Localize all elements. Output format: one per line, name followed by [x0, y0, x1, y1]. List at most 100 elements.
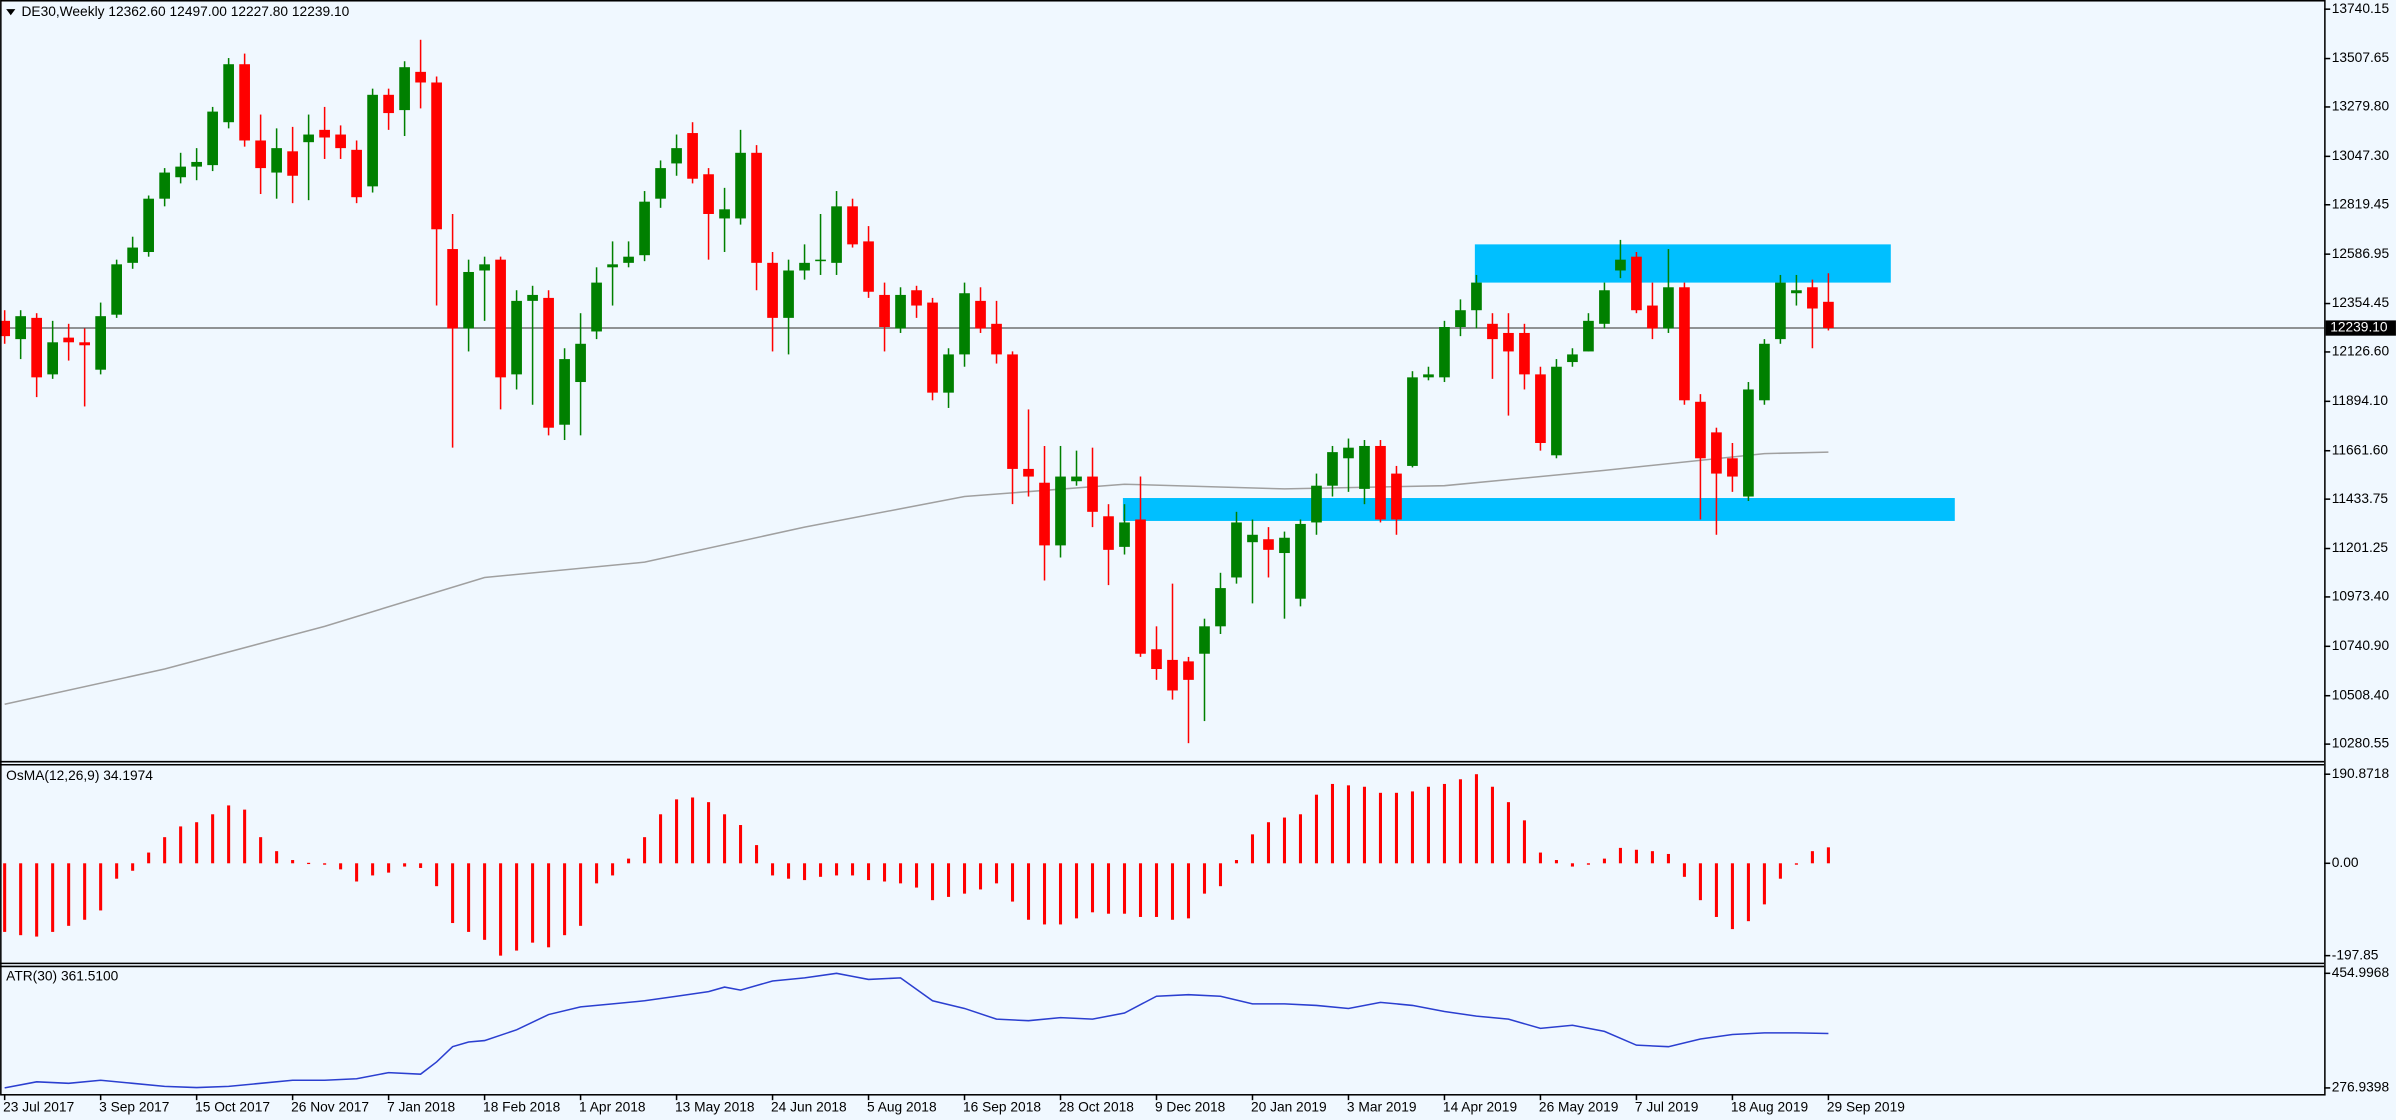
candle-body — [1439, 327, 1450, 378]
candle-body — [95, 316, 106, 370]
price-zone — [1474, 244, 1891, 283]
histogram-bar — [1138, 863, 1143, 917]
x-tick-label: 3 Mar 2019 — [1347, 1099, 1417, 1114]
price-label-box — [2325, 320, 2396, 336]
histogram-bar — [1330, 783, 1335, 864]
y-tick-label: 12819.45 — [2332, 196, 2390, 211]
histogram-bar — [1490, 786, 1494, 864]
candle-body — [127, 247, 138, 263]
histogram-bar — [67, 863, 71, 926]
candle-body — [1583, 320, 1594, 352]
candle-body — [1311, 485, 1322, 523]
candle-body — [1599, 290, 1610, 324]
histogram-bar — [179, 826, 183, 864]
histogram-bar — [1746, 863, 1750, 922]
x-tick-label: 18 Aug 2019 — [1731, 1099, 1808, 1114]
histogram-bar — [323, 863, 327, 865]
histogram-bar — [1154, 863, 1159, 917]
atr-header: ATR(30) 361.5100 — [6, 968, 118, 983]
x-tick-label: 5 Aug 2018 — [867, 1099, 937, 1114]
histogram-bar — [659, 814, 663, 864]
y-tick-label: 12354.45 — [2332, 295, 2390, 310]
candle-body — [863, 241, 874, 292]
histogram-bar — [643, 837, 647, 864]
candle-body — [687, 133, 698, 179]
candle-body — [927, 302, 938, 393]
candle-body — [607, 264, 618, 268]
candle-body — [671, 148, 682, 164]
candle-body — [1119, 522, 1130, 547]
histogram-bar — [1314, 794, 1319, 864]
x-tick-label: 28 Oct 2018 — [1059, 1099, 1134, 1114]
histogram-bar — [515, 863, 519, 951]
candle-body — [1151, 649, 1162, 670]
y-tick-label: 11433.75 — [2332, 491, 2389, 506]
candle-body — [287, 151, 298, 176]
y-tick-label: 0.00 — [2332, 855, 2359, 870]
candle-body — [847, 206, 858, 245]
candle-body — [975, 300, 986, 329]
candle-body — [1295, 523, 1306, 599]
histogram-bar — [243, 809, 247, 864]
candle-body — [1615, 259, 1626, 271]
candle-body — [783, 270, 794, 318]
candle-body — [1359, 445, 1370, 489]
candle-body — [303, 134, 314, 143]
candle-body — [991, 323, 1002, 355]
histogram-bar — [1522, 820, 1526, 864]
y-tick-label: 11201.25 — [2332, 540, 2389, 555]
candle-body — [1727, 458, 1738, 477]
histogram-bar — [131, 863, 135, 871]
menu-arrow[interactable] — [6, 9, 16, 16]
candle-body — [943, 354, 954, 393]
histogram-bar — [403, 863, 407, 867]
y-tick-label: 11661.60 — [2332, 442, 2389, 457]
histogram-bar — [1682, 863, 1686, 877]
candle-body — [831, 206, 842, 263]
histogram-bar — [1234, 860, 1239, 864]
histogram-bar — [147, 852, 151, 864]
candle-body — [495, 259, 506, 378]
chart-header: DE30,Weekly 12362.60 12497.00 12227.80 1… — [21, 4, 349, 19]
candle-body — [1759, 343, 1770, 401]
histogram-bar — [1826, 847, 1830, 864]
histogram-bar — [1762, 863, 1766, 905]
candle-body — [735, 152, 746, 219]
indicator-value: 361.5100 — [61, 968, 119, 983]
histogram-bar — [787, 863, 791, 879]
histogram-bar — [1250, 834, 1255, 864]
histogram-bar — [1634, 849, 1638, 864]
histogram-bar — [1698, 863, 1702, 901]
histogram-bar — [579, 863, 583, 926]
candle-body — [367, 94, 378, 187]
candle-body — [63, 337, 74, 343]
y-tick-label: 10508.40 — [2332, 687, 2390, 702]
candle-body — [591, 282, 602, 332]
candle-body — [1775, 282, 1786, 340]
histogram-bar — [115, 863, 119, 879]
candle-body — [207, 111, 218, 166]
candle-body — [911, 290, 922, 306]
y-tick-label: 13507.65 — [2332, 50, 2390, 65]
histogram-bar — [1298, 814, 1303, 864]
indicator-line — [4, 972, 1829, 1089]
histogram-bar — [1202, 863, 1207, 894]
candle-body — [31, 317, 43, 378]
y-tick-label: 10280.55 — [2332, 736, 2390, 751]
candle-body — [1407, 377, 1418, 466]
histogram-bar — [531, 863, 535, 943]
x-tick-label: 7 Jan 2018 — [387, 1099, 455, 1114]
histogram-bar — [1410, 791, 1414, 864]
symbol: DE30,Weekly — [21, 4, 104, 19]
x-tick-label: 7 Jul 2019 — [1635, 1099, 1698, 1114]
histogram-bar — [1074, 863, 1079, 919]
candle-body — [1055, 476, 1066, 546]
histogram-bar — [1266, 822, 1271, 864]
candle-body — [271, 148, 282, 173]
candle-body — [15, 316, 27, 340]
candle-body — [1823, 301, 1834, 329]
histogram-bar — [931, 863, 935, 901]
histogram-bar — [899, 863, 903, 884]
histogram-bar — [739, 825, 743, 864]
